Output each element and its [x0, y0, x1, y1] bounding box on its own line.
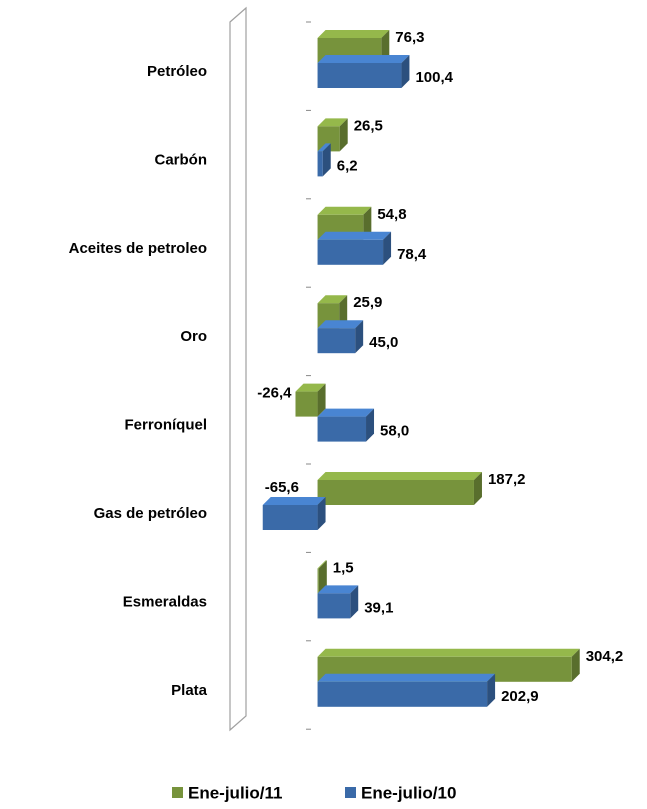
- value-label: 78,4: [397, 246, 427, 263]
- category-label: Esmeraldas: [123, 593, 207, 610]
- bar-front: [317, 681, 488, 707]
- category-label: Aceites de petroleo: [69, 240, 207, 257]
- bar-top: [295, 383, 326, 392]
- value-label: 202,9: [501, 688, 539, 705]
- value-label: 1,5: [333, 559, 354, 576]
- bar-top: [317, 673, 496, 682]
- bar: [317, 231, 392, 265]
- value-label: -26,4: [257, 385, 292, 402]
- bar-top: [317, 560, 327, 569]
- bar-front: [317, 416, 367, 442]
- bar: [317, 560, 327, 594]
- bar-top: [317, 472, 482, 480]
- bar-side: [473, 472, 482, 505]
- bar-front: [317, 328, 356, 354]
- value-label: 58,0: [380, 423, 409, 440]
- bar-side: [571, 648, 580, 682]
- legend-label: Ene-julio/11: [188, 783, 282, 802]
- bar: [317, 585, 359, 619]
- bar-side: [487, 673, 496, 707]
- value-label: 39,1: [364, 599, 393, 616]
- category-label: Ferroníquel: [124, 417, 207, 434]
- bar-top: [317, 408, 375, 417]
- value-label: 304,2: [586, 648, 624, 665]
- bar-side: [366, 408, 375, 442]
- axis-wall: [229, 6, 247, 732]
- legend-swatch: [172, 787, 183, 798]
- bar: [262, 497, 326, 530]
- bar-side: [318, 560, 327, 594]
- bar-top: [317, 231, 392, 240]
- category-label: Gas de petróleo: [94, 505, 207, 522]
- bar-front: [317, 126, 340, 152]
- bar-side: [350, 585, 359, 619]
- bar-front: [317, 63, 402, 88]
- value-label: 76,3: [395, 29, 424, 46]
- value-label: -65,6: [265, 479, 299, 496]
- bar-top: [317, 30, 390, 38]
- bar-top: [262, 497, 326, 505]
- bar: [317, 673, 496, 707]
- bar-side: [322, 143, 331, 177]
- bar-side: [317, 497, 326, 530]
- bar-side: [339, 295, 348, 329]
- value-label: 187,2: [488, 471, 526, 488]
- bar: [317, 55, 410, 88]
- bar-side: [339, 118, 348, 152]
- bar: [317, 143, 331, 177]
- category-label: Carbón: [155, 151, 208, 168]
- category-label: Plata: [171, 682, 208, 699]
- bar-top: [317, 295, 348, 304]
- bar: [317, 320, 364, 354]
- bar-side: [381, 30, 390, 63]
- bar-top: [317, 585, 359, 594]
- bar: [317, 408, 375, 442]
- bar-front: [317, 239, 384, 265]
- bar-top: [317, 118, 348, 127]
- bar-top: [317, 206, 372, 215]
- bar-front: [317, 568, 319, 594]
- bar-top: [317, 55, 410, 63]
- category-label: Oro: [180, 328, 207, 345]
- bar-front: [317, 480, 474, 505]
- bar-top: [317, 648, 580, 657]
- legend-label: Ene-julio/10: [361, 783, 456, 802]
- bar-front: [262, 505, 318, 530]
- bar: [295, 383, 326, 417]
- bar: [317, 118, 348, 152]
- bar-side: [383, 231, 392, 265]
- value-label: 54,8: [377, 206, 406, 223]
- bar-top: [317, 143, 331, 152]
- category-label: Petróleo: [147, 63, 207, 80]
- value-label: 26,5: [354, 117, 383, 134]
- bar-front: [317, 151, 323, 177]
- bar-side: [317, 383, 326, 417]
- bar: [317, 472, 482, 505]
- value-label: 45,0: [369, 334, 398, 351]
- legend-swatch: [345, 787, 356, 798]
- bar-side: [355, 320, 364, 354]
- bar-front: [295, 391, 318, 417]
- bar-side: [363, 206, 372, 240]
- bar-front: [317, 593, 351, 619]
- bar-side: [401, 55, 410, 88]
- value-label: 6,2: [337, 157, 358, 174]
- value-label: 25,9: [353, 294, 382, 311]
- value-label: 100,4: [415, 69, 453, 86]
- bar-top: [317, 320, 364, 329]
